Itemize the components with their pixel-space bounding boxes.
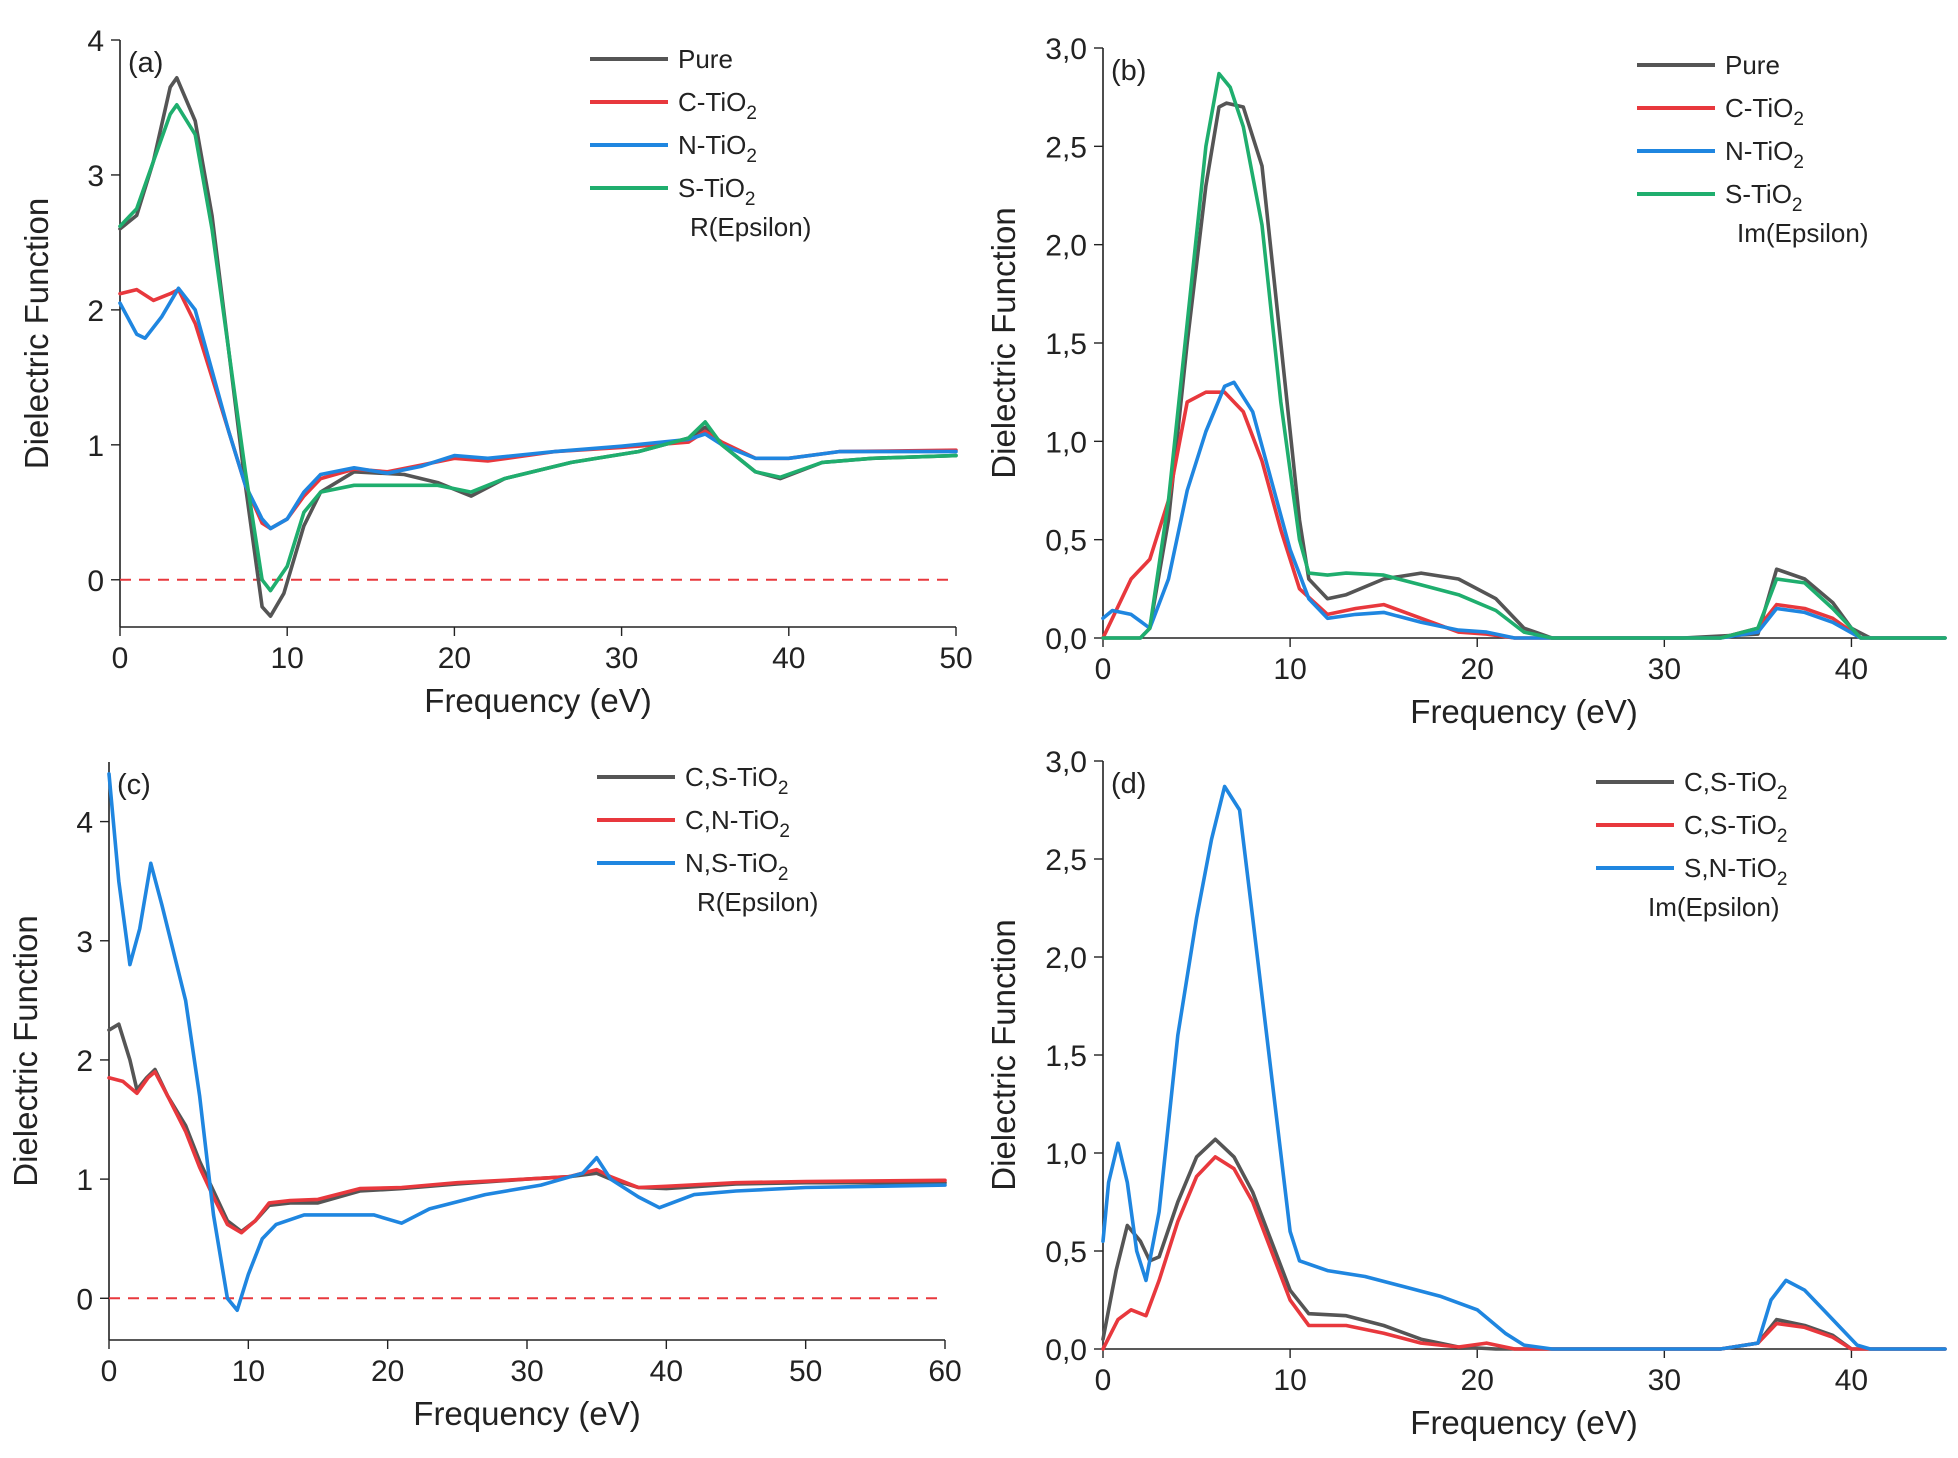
y-tick-label: 0,5 xyxy=(1045,1236,1087,1269)
series-line-a-3 xyxy=(118,103,958,593)
y-tick-label: 3,0 xyxy=(1045,33,1087,66)
series-line-b-3 xyxy=(1101,71,1947,640)
x-tick-label: 50 xyxy=(789,1355,822,1388)
legend-label: S-TiO2 xyxy=(1725,179,1803,216)
legend-label: C-TiO2 xyxy=(678,87,757,124)
series-line-d-1 xyxy=(1101,1155,1947,1351)
x-tick-label: 30 xyxy=(1648,653,1681,686)
x-tick-label: 40 xyxy=(650,1355,683,1388)
y-tick-label: 2 xyxy=(87,295,104,328)
y-tick-label: 2,5 xyxy=(1045,844,1087,877)
x-tick-label: 0 xyxy=(1095,653,1112,686)
y-tick-label: 0,0 xyxy=(1045,1334,1087,1367)
legend-label: C,S-TiO2 xyxy=(1684,767,1788,804)
x-axis-title: Frequency (eV) xyxy=(413,1395,640,1432)
series-line-c-1 xyxy=(107,1070,947,1235)
x-tick-label: 0 xyxy=(112,642,129,675)
series-line-b-1 xyxy=(1101,390,1947,640)
quantity-label: R(Epsilon) xyxy=(697,887,818,917)
y-tick-label: 1,0 xyxy=(1045,426,1087,459)
quantity-label: Im(Epsilon) xyxy=(1648,892,1779,922)
y-axis-title: Dielectric Function xyxy=(985,207,1022,478)
x-tick-label: 40 xyxy=(772,642,805,675)
x-tick-label: 60 xyxy=(928,1355,961,1388)
y-axis-title: Dielectric Function xyxy=(18,198,55,469)
y-tick-label: 0,5 xyxy=(1045,525,1087,558)
y-tick-label: 2 xyxy=(76,1045,93,1078)
series-line-a-1 xyxy=(118,287,958,531)
series-line-a-2 xyxy=(118,286,958,531)
y-tick-label: 2,5 xyxy=(1045,131,1087,164)
x-tick-label: 30 xyxy=(605,642,638,675)
series-line-c-0 xyxy=(107,1022,947,1234)
quantity-label: R(Epsilon) xyxy=(690,212,811,242)
y-tick-label: 4 xyxy=(76,807,93,840)
x-tick-label: 0 xyxy=(101,1355,118,1388)
series-line-b-0 xyxy=(1101,101,1947,640)
y-tick-label: 0 xyxy=(76,1283,93,1316)
y-tick-label: 2,0 xyxy=(1045,230,1087,263)
legend-label: C-TiO2 xyxy=(1725,93,1804,130)
panel-label: (d) xyxy=(1111,768,1146,800)
x-tick-label: 50 xyxy=(939,642,972,675)
legend-label: Pure xyxy=(1725,50,1780,80)
y-tick-label: 3 xyxy=(87,160,104,193)
legend-label: S,N-TiO2 xyxy=(1684,853,1788,890)
y-tick-label: 3 xyxy=(76,926,93,959)
y-tick-label: 1 xyxy=(76,1164,93,1197)
y-tick-label: 1,5 xyxy=(1045,1040,1087,1073)
series-line-d-0 xyxy=(1101,1137,1947,1351)
y-tick-label: 4 xyxy=(87,25,104,58)
x-tick-label: 10 xyxy=(232,1355,265,1388)
y-tick-label: 0 xyxy=(87,565,104,598)
quantity-label: Im(Epsilon) xyxy=(1737,218,1868,248)
x-tick-label: 40 xyxy=(1835,1364,1868,1397)
series-line-b-2 xyxy=(1101,380,1947,640)
legend-label: N,S-TiO2 xyxy=(685,848,789,885)
x-tick-label: 30 xyxy=(510,1355,543,1388)
legend-label: C,N-TiO2 xyxy=(685,805,790,842)
x-axis-title: Frequency (eV) xyxy=(1410,1404,1637,1441)
x-tick-label: 10 xyxy=(271,642,304,675)
legend-label: S-TiO2 xyxy=(678,173,756,210)
x-tick-label: 40 xyxy=(1835,653,1868,686)
chart-panel-d: 0 10 20 30 40 0,0 0,5 1,0 1,5 2,0 2,5 3,0 Frequency … xyxy=(985,746,1947,1441)
x-axis-title: Frequency (eV) xyxy=(424,682,651,719)
panel-label: (a) xyxy=(128,47,163,79)
y-tick-label: 3,0 xyxy=(1045,746,1087,779)
y-tick-label: 1,5 xyxy=(1045,328,1087,361)
y-tick-label: 0,0 xyxy=(1045,623,1087,656)
y-axis-title: Dielectric Function xyxy=(985,919,1022,1190)
legend-label: Pure xyxy=(678,44,733,74)
y-tick-label: 2,0 xyxy=(1045,942,1087,975)
x-tick-label: 10 xyxy=(1273,653,1306,686)
legend-label: C,S-TiO2 xyxy=(1684,810,1788,847)
chart-panel-c: 0 10 20 30 40 50 60 0 1 2 3 4 Frequency (eV) Dielectr… xyxy=(7,762,962,1432)
series-line-a-0 xyxy=(118,76,958,618)
x-tick-label: 20 xyxy=(438,642,471,675)
chart-panel-a: 0 10 20 30 40 50 0 1 2 3 4 Frequency (eV) Dielectric… xyxy=(18,25,973,719)
y-tick-label: 1,0 xyxy=(1045,1138,1087,1171)
x-tick-label: 10 xyxy=(1273,1364,1306,1397)
x-tick-label: 20 xyxy=(1461,653,1494,686)
y-axis-title: Dielectric Function xyxy=(7,915,44,1186)
legend-label: C,S-TiO2 xyxy=(685,762,789,799)
chart-panel-b: 0 10 20 30 40 0,0 0,5 1,0 1,5 2,0 2,5 3,0 Frequency … xyxy=(985,33,1947,730)
panel-label: (c) xyxy=(117,769,151,801)
x-tick-label: 20 xyxy=(1461,1364,1494,1397)
x-tick-label: 0 xyxy=(1095,1364,1112,1397)
series-line-c-2 xyxy=(107,772,947,1312)
panel-label: (b) xyxy=(1111,55,1146,87)
x-tick-label: 30 xyxy=(1648,1364,1681,1397)
legend-label: N-TiO2 xyxy=(1725,136,1804,173)
y-tick-label: 1 xyxy=(87,430,104,463)
legend-label: N-TiO2 xyxy=(678,130,757,167)
series-line-d-2 xyxy=(1101,784,1947,1351)
x-axis-title: Frequency (eV) xyxy=(1410,693,1637,730)
x-tick-label: 20 xyxy=(371,1355,404,1388)
